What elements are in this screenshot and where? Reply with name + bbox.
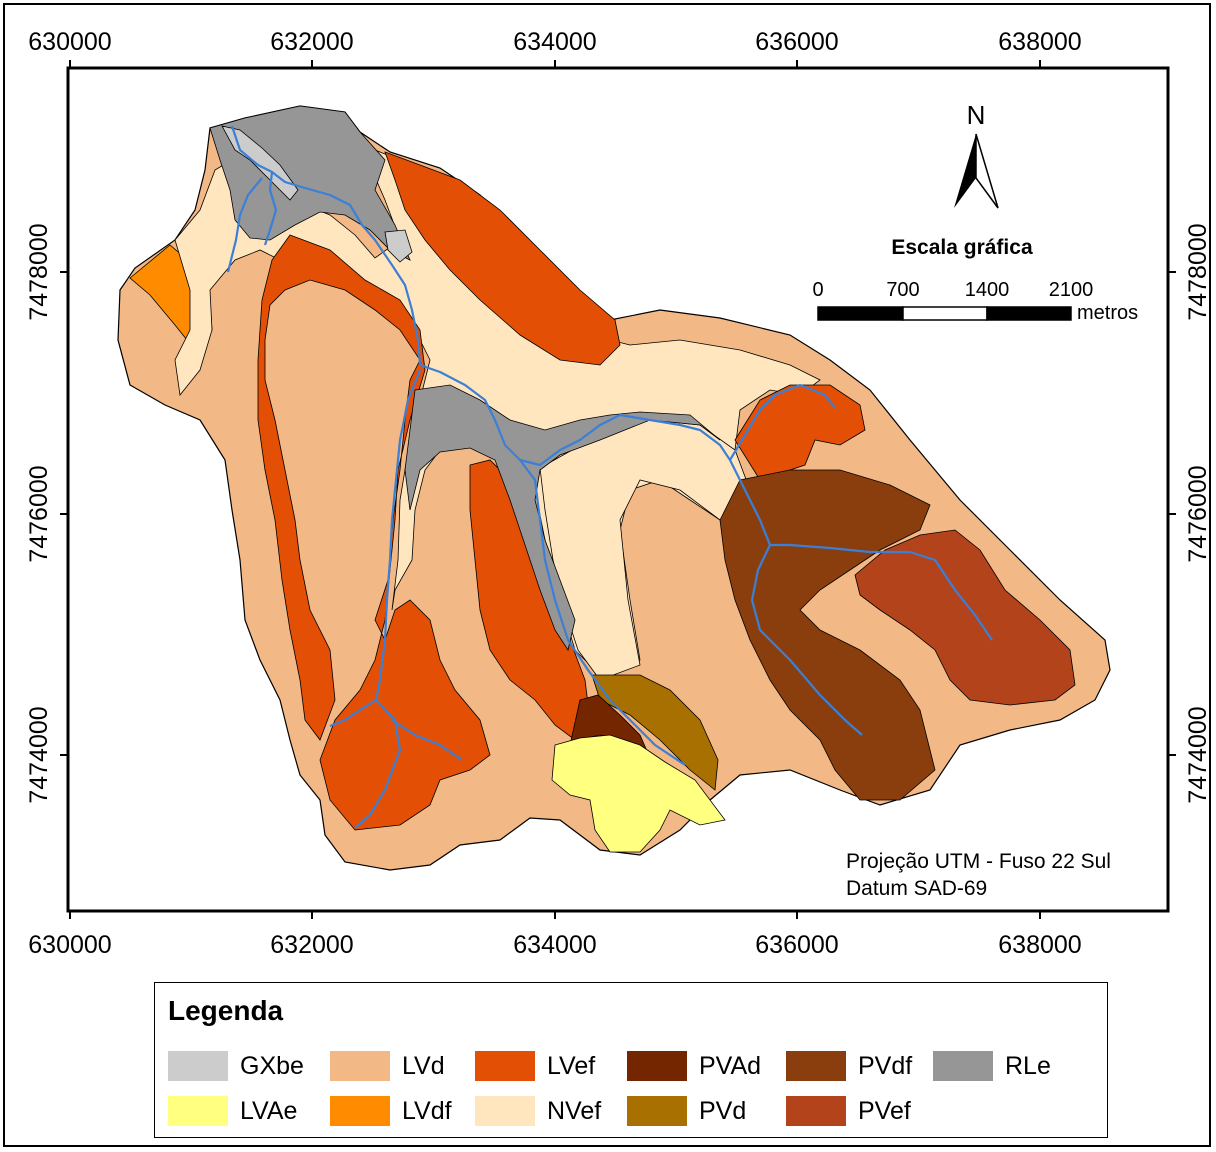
- north-label: N: [967, 100, 986, 130]
- scale-unit: metros: [1077, 302, 1138, 324]
- x-tick-top-2: 634000: [513, 28, 596, 56]
- projection-line-1: Projeção UTM - Fuso 22 Sul: [846, 850, 1111, 873]
- river-trib-6: [519, 459, 686, 766]
- scale-bar: Escala gráfica 0 700 1400 2100 metros: [812, 236, 1138, 324]
- x-tick-bottom-4: 638000: [998, 931, 1081, 959]
- legend-swatch: [627, 1096, 687, 1126]
- legend-item-pvd: PVd: [627, 1095, 746, 1127]
- legend: Legenda GXbe LVd LVef PVAd PVdf RLe LVAe LVdf NV…: [154, 982, 1108, 1138]
- legend-item-pvef: PVef: [786, 1095, 911, 1127]
- legend-swatch: [330, 1096, 390, 1126]
- projection-line-2: Datum SAD-69: [846, 877, 987, 900]
- y-tick-right-1: 7476000: [1184, 465, 1212, 562]
- legend-swatch: [786, 1051, 846, 1081]
- north-arrow-icon: N: [954, 100, 999, 209]
- scale-title: Escala gráfica: [891, 236, 1033, 259]
- legend-label: PVd: [699, 1096, 747, 1125]
- scale-label-1: 700: [886, 279, 919, 301]
- legend-item-lvdf: LVdf: [330, 1095, 452, 1127]
- scale-label-2: 1400: [965, 279, 1010, 301]
- legend-item-gxbe: GXbe: [168, 1050, 304, 1082]
- river-network: [226, 125, 993, 829]
- legend-swatch: [475, 1096, 535, 1126]
- river-trib-1: [226, 177, 263, 273]
- river-main: [230, 125, 731, 467]
- legend-label: LVef: [547, 1051, 596, 1080]
- polygon-pvdf[interactable]: [719, 469, 936, 801]
- polygon-gxbe-2[interactable]: [384, 229, 413, 263]
- river-trib-4: [354, 699, 402, 829]
- polygon-pvef[interactable]: [854, 529, 1076, 706]
- legend-label: NVef: [547, 1096, 602, 1125]
- y-tick-left-2: 7474000: [25, 706, 53, 803]
- river-trib-8: [729, 459, 993, 641]
- river-trib-2: [263, 171, 278, 246]
- x-tick-bottom-2: 634000: [513, 931, 596, 959]
- polygon-lvef-top[interactable]: [384, 151, 621, 366]
- soil-map: [117, 105, 1111, 871]
- x-tick-top-4: 638000: [998, 28, 1081, 56]
- river-trib-7: [729, 383, 836, 461]
- legend-label: LVdf: [402, 1096, 452, 1125]
- legend-label: LVAe: [240, 1096, 298, 1125]
- legend-swatch: [168, 1096, 228, 1126]
- polygon-gxbe[interactable]: [221, 125, 299, 201]
- y-tick-left-0: 7478000: [25, 223, 53, 320]
- legend-swatch: [330, 1051, 390, 1081]
- legend-swatch: [933, 1051, 993, 1081]
- legend-item-rle: RLe: [933, 1050, 1051, 1082]
- x-tick-bottom-1: 632000: [270, 931, 353, 959]
- legend-swatch: [627, 1051, 687, 1081]
- map-canvas: 630000 632000 634000 636000 638000 63000…: [25, 28, 1212, 959]
- legend-swatch: [168, 1051, 228, 1081]
- legend-item-lvd: LVd: [330, 1050, 445, 1082]
- legend-label: RLe: [1005, 1051, 1051, 1080]
- legend-item-nvef: NVef: [475, 1095, 601, 1127]
- y-tick-left-1: 7476000: [25, 465, 53, 562]
- river-trib-9: [750, 544, 863, 736]
- legend-label: PVdf: [858, 1051, 913, 1080]
- y-tick-right-2: 7474000: [1184, 706, 1212, 803]
- y-tick-right-0: 7478000: [1184, 223, 1212, 320]
- legend-label: GXbe: [240, 1051, 304, 1080]
- x-tick-top-1: 632000: [270, 28, 353, 56]
- legend-label: PVef: [858, 1096, 911, 1125]
- map-neatline: [66, 66, 1170, 913]
- x-tick-bottom-0: 630000: [28, 931, 111, 959]
- x-tick-top-3: 636000: [755, 28, 838, 56]
- legend-title: Legenda: [168, 995, 284, 1026]
- x-tick-top-0: 630000: [28, 28, 111, 56]
- river-trib-3: [329, 369, 422, 728]
- polygon-lvae[interactable]: [551, 734, 726, 853]
- legend-item-lvae: LVAe: [168, 1095, 297, 1127]
- legend-item-pvad: PVAd: [627, 1050, 761, 1082]
- legend-item-pvdf: PVdf: [786, 1050, 912, 1082]
- legend-swatch: [786, 1096, 846, 1126]
- legend-label: LVd: [402, 1051, 445, 1080]
- axis-ticks: [60, 60, 1176, 919]
- legend-item-lvef: LVef: [475, 1050, 595, 1082]
- legend-label: PVAd: [699, 1051, 762, 1080]
- x-tick-bottom-3: 636000: [755, 931, 838, 959]
- river-trib-5: [391, 719, 463, 761]
- scale-label-0: 0: [812, 279, 823, 301]
- scale-label-3: 2100: [1049, 279, 1094, 301]
- legend-swatch: [475, 1051, 535, 1081]
